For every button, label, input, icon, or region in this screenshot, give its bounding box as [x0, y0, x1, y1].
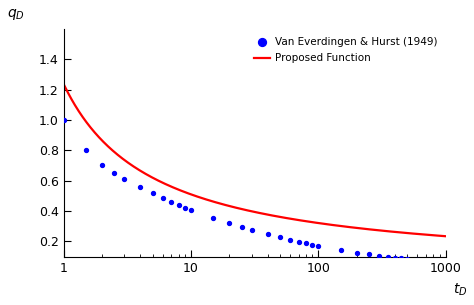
Van Everdingen & Hurst (1949): [337, 248, 345, 253]
Van Everdingen & Hurst (1949): [149, 190, 156, 195]
Van Everdingen & Hurst (1949): [414, 257, 421, 262]
Van Everdingen & Hurst (1949): [159, 196, 166, 200]
Van Everdingen & Hurst (1949): [442, 260, 449, 265]
Van Everdingen & Hurst (1949): [187, 208, 195, 213]
Van Everdingen & Hurst (1949): [167, 199, 175, 204]
Van Everdingen & Hurst (1949): [238, 224, 246, 229]
Van Everdingen & Hurst (1949): [391, 255, 399, 260]
Text: $t_D$: $t_D$: [453, 282, 467, 298]
Van Everdingen & Hurst (1949): [110, 171, 118, 176]
Van Everdingen & Hurst (1949): [309, 242, 316, 247]
Van Everdingen & Hurst (1949): [121, 177, 128, 181]
Van Everdingen & Hurst (1949): [436, 259, 444, 264]
Van Everdingen & Hurst (1949): [384, 254, 392, 259]
Van Everdingen & Hurst (1949): [286, 237, 294, 242]
Van Everdingen & Hurst (1949): [429, 259, 437, 264]
Proposed Function: [357, 227, 363, 230]
Van Everdingen & Hurst (1949): [98, 163, 106, 167]
Proposed Function: [443, 234, 448, 238]
Proposed Function: [95, 134, 100, 138]
Van Everdingen & Hurst (1949): [175, 203, 182, 207]
Van Everdingen & Hurst (1949): [375, 253, 383, 258]
Van Everdingen & Hurst (1949): [398, 256, 405, 260]
Van Everdingen & Hurst (1949): [353, 250, 360, 255]
Van Everdingen & Hurst (1949): [302, 241, 310, 246]
Proposed Function: [55, 69, 61, 73]
Van Everdingen & Hurst (1949): [365, 252, 373, 257]
Van Everdingen & Hurst (1949): [315, 244, 322, 249]
Proposed Function: [365, 227, 370, 231]
Van Everdingen & Hurst (1949): [264, 232, 272, 237]
Van Everdingen & Hurst (1949): [82, 148, 90, 152]
Van Everdingen & Hurst (1949): [210, 216, 217, 221]
Van Everdingen & Hurst (1949): [226, 221, 233, 226]
Proposed Function: [226, 204, 231, 208]
Van Everdingen & Hurst (1949): [182, 205, 189, 210]
Van Everdingen & Hurst (1949): [422, 258, 430, 263]
Proposed Function: [321, 222, 327, 226]
Line: Proposed Function: Proposed Function: [58, 71, 446, 236]
Text: $q_D$: $q_D$: [7, 7, 25, 22]
Van Everdingen & Hurst (1949): [60, 117, 67, 122]
Van Everdingen & Hurst (1949): [295, 239, 302, 244]
Van Everdingen & Hurst (1949): [403, 257, 411, 261]
Van Everdingen & Hurst (1949): [248, 228, 255, 232]
Van Everdingen & Hurst (1949): [276, 235, 284, 240]
Proposed Function: [212, 200, 218, 204]
Legend: Van Everdingen & Hurst (1949), Proposed Function: Van Everdingen & Hurst (1949), Proposed …: [251, 34, 440, 66]
Van Everdingen & Hurst (1949): [137, 185, 144, 189]
